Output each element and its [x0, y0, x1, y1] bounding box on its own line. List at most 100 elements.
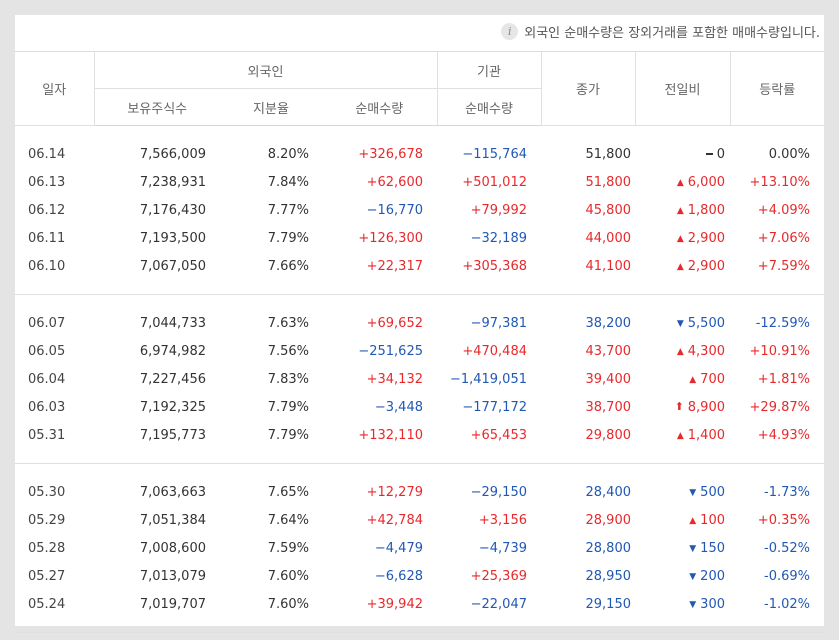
investor-trade-table: 일자 외국인 기관 종가 전일비 등락률 보유주식수 지분율 순매수량 순매수량… — [15, 51, 824, 633]
foreign-net-cell: +34,132 — [366, 371, 423, 387]
down-arrow-icon: ▼ — [676, 318, 684, 329]
table-row: 06.12 7,176,430 7.77% −16,770 +79,992 45,800 ▲… — [15, 196, 824, 224]
date-cell: 06.12 — [28, 202, 66, 218]
close-cell: 29,800 — [585, 427, 632, 443]
ratio-cell: 7.60% — [267, 568, 309, 584]
ratio-cell: 7.60% — [267, 596, 309, 612]
date-cell: 06.03 — [28, 399, 66, 415]
rate-cell: -1.73% — [764, 484, 810, 500]
close-cell: 41,100 — [585, 258, 632, 274]
change-value: 5,500 — [687, 315, 725, 331]
table-row: 05.29 7,051,384 7.64% +42,784 +3,156 28,900 ▲ 1… — [15, 506, 824, 534]
table-row: 05.24 7,019,707 7.60% +39,942 −22,047 29,150 ▼… — [15, 590, 824, 633]
inst-net-cell: +470,484 — [462, 343, 527, 359]
foreign-net-cell: −6,628 — [374, 568, 423, 584]
change-cell: ▼ 5,500 — [635, 295, 730, 338]
foreign-net-cell: −4,479 — [374, 540, 423, 556]
foreign-net-cell: +132,110 — [358, 427, 423, 443]
header-inst-net: 순매수량 — [436, 88, 541, 126]
change-value: 700 — [700, 371, 725, 387]
rate-cell: -0.52% — [764, 540, 810, 556]
table-row: 06.14 7,566,009 8.20% +326,678 −115,764 51,80… — [15, 126, 824, 169]
change-value: 2,900 — [687, 258, 725, 274]
rate-cell: -12.59% — [755, 315, 810, 331]
foreign-net-cell: +62,600 — [366, 174, 423, 190]
ratio-cell: 7.56% — [267, 343, 309, 359]
holdings-cell: 7,019,707 — [139, 596, 206, 612]
rate-cell: -0.69% — [764, 568, 810, 584]
foreign-net-cell: −16,770 — [366, 202, 423, 218]
change-value: 500 — [700, 484, 725, 500]
close-cell: 43,700 — [585, 343, 632, 359]
ratio-cell: 7.79% — [267, 230, 309, 246]
ratio-cell: 7.64% — [267, 512, 309, 528]
date-cell: 06.14 — [28, 146, 66, 162]
change-value: 1,800 — [687, 202, 725, 218]
date-cell: 06.13 — [28, 174, 66, 190]
inst-net-cell: +501,012 — [462, 174, 527, 190]
close-cell: 38,700 — [585, 399, 632, 415]
table-row: 05.27 7,013,079 7.60% −6,628 +25,369 28,950 ▼ 2… — [15, 562, 824, 590]
close-cell: 28,900 — [585, 512, 632, 528]
rate-cell: +10.91% — [749, 343, 810, 359]
change-cell: ▲ 1,400 — [635, 421, 730, 464]
change-value: 100 — [700, 512, 725, 528]
foreign-net-cell: +126,300 — [358, 230, 423, 246]
close-cell: 29,150 — [585, 596, 632, 612]
close-cell: 38,200 — [585, 315, 632, 331]
holdings-cell: 7,013,079 — [139, 568, 206, 584]
change-cell: ▲ 2,900 — [635, 224, 730, 252]
ratio-cell: 7.63% — [267, 315, 309, 331]
rate-cell: 0.00% — [768, 146, 810, 162]
change-cell: ▼ 200 — [635, 562, 730, 590]
holdings-cell: 7,044,733 — [139, 315, 206, 331]
foreign-net-cell: +22,317 — [366, 258, 423, 274]
date-cell: 06.04 — [28, 371, 66, 387]
close-cell: 28,800 — [585, 540, 632, 556]
table-row: 06.03 7,192,325 7.79% −3,448 −177,172 38,700 ⬆… — [15, 393, 824, 421]
change-cell: ▲ 700 — [635, 365, 730, 393]
up-arrow-icon: ▲ — [689, 515, 697, 526]
header-ratio: 지분율 — [220, 88, 322, 126]
inst-net-cell: −22,047 — [470, 596, 527, 612]
foreign-net-cell: +39,942 — [366, 596, 423, 612]
up-arrow-icon: ▲ — [689, 374, 697, 385]
foreign-net-cell: −3,448 — [374, 399, 423, 415]
table-row: 05.30 7,063,663 7.65% +12,279 −29,150 28,400 ▼… — [15, 464, 824, 507]
table-row: 05.31 7,195,773 7.79% +132,110 +65,453 29,800… — [15, 421, 824, 464]
table-row: 06.07 7,044,733 7.63% +69,652 −97,381 38,200 ▼… — [15, 295, 824, 338]
date-cell: 05.24 — [28, 596, 66, 612]
date-cell: 06.10 — [28, 258, 66, 274]
notice-text: 외국인 순매수량은 장외거래를 포함한 매매수량입니다. — [524, 25, 820, 41]
date-cell: 05.27 — [28, 568, 66, 584]
change-value: 8,900 — [687, 399, 725, 415]
change-value: 150 — [700, 540, 725, 556]
row-group: 06.14 7,566,009 8.20% +326,678 −115,764 51,80… — [15, 126, 824, 295]
inst-net-cell: −29,150 — [470, 484, 527, 500]
change-cell: ▼ 150 — [635, 534, 730, 562]
close-cell: 51,800 — [585, 146, 632, 162]
inst-net-cell: −115,764 — [462, 146, 527, 162]
holdings-cell: 7,051,384 — [139, 512, 206, 528]
ratio-cell: 8.20% — [267, 146, 309, 162]
inst-net-cell: −4,739 — [478, 540, 527, 556]
rate-cell: +0.35% — [757, 512, 810, 528]
inst-net-cell: −1,419,051 — [449, 371, 527, 387]
change-cell: ▼ 500 — [635, 464, 730, 507]
down-arrow-icon: ▼ — [689, 571, 697, 582]
date-cell: 05.30 — [28, 484, 66, 500]
up-arrow-icon: ▲ — [676, 261, 684, 272]
change-value: 1,400 — [687, 427, 725, 443]
foreign-net-cell: +12,279 — [366, 484, 423, 500]
change-value: 200 — [700, 568, 725, 584]
foreign-net-cell: +326,678 — [358, 146, 423, 162]
close-cell: 28,950 — [585, 568, 632, 584]
info-icon: i — [501, 22, 519, 40]
ratio-cell: 7.84% — [267, 174, 309, 190]
down-arrow-icon: ▼ — [689, 487, 697, 498]
header-institution: 기관 — [436, 51, 541, 89]
ratio-cell: 7.59% — [267, 540, 309, 556]
change-cell: ▲ 2,900 — [635, 252, 730, 295]
header-date: 일자 — [15, 51, 94, 126]
inst-net-cell: +25,369 — [470, 568, 527, 584]
